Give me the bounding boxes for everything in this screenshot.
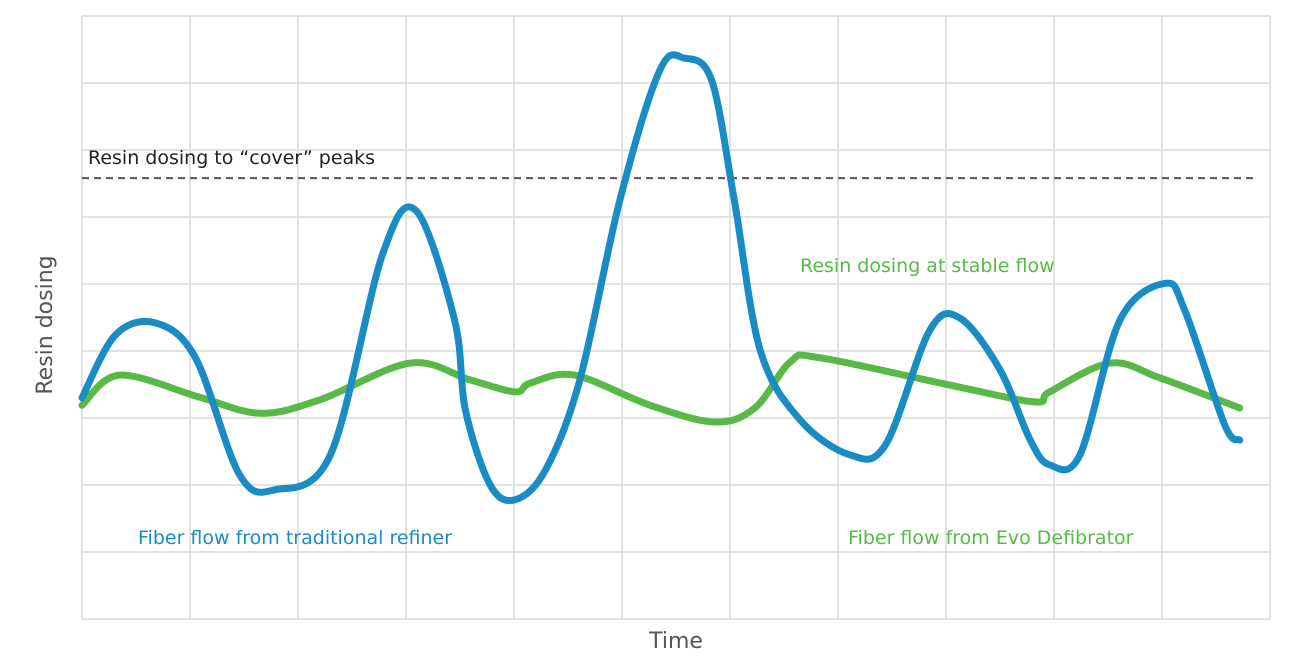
annotation-stable-flow: Resin dosing at stable flow — [800, 255, 1055, 277]
legend-label-evo: Fiber flow from Evo Defibrator — [848, 527, 1134, 549]
x-axis-label: Time — [648, 629, 703, 654]
series-line-traditional-refiner — [78, 51, 1244, 505]
legend-label-traditional: Fiber flow from traditional refiner — [138, 527, 452, 549]
grid — [81, 15, 1271, 620]
reference-line-label: Resin dosing to “cover” peaks — [88, 147, 375, 169]
series-line-evo-defibrator — [78, 351, 1244, 426]
y-axis-label: Resin dosing — [33, 255, 58, 394]
